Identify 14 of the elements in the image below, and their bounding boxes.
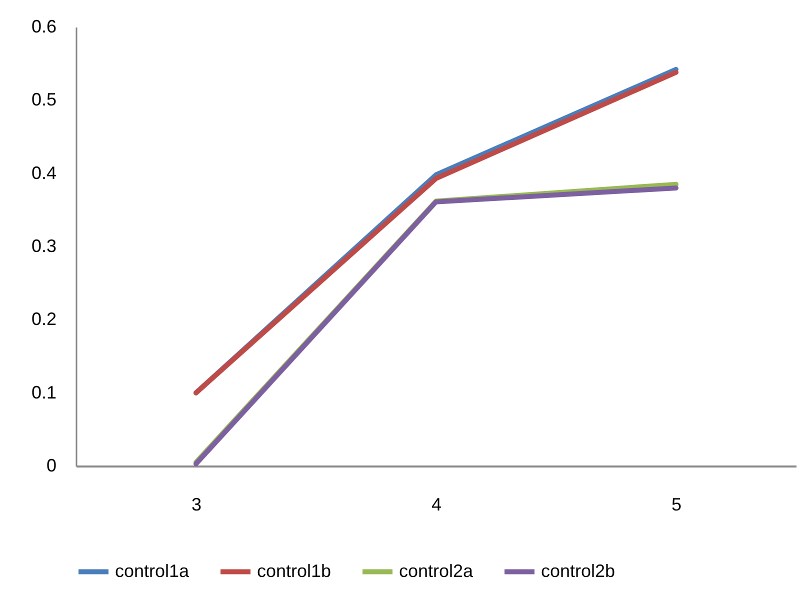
legend-label: control1b bbox=[257, 560, 332, 581]
y-tick-label: 0.4 bbox=[31, 162, 56, 183]
y-tick-label: 0 bbox=[46, 456, 56, 476]
y-tick-label: 0.2 bbox=[31, 309, 56, 330]
x-tick-label: 3 bbox=[191, 494, 202, 514]
x-tick-label: 4 bbox=[431, 494, 442, 514]
x-tick-label: 5 bbox=[671, 494, 682, 514]
y-tick-label: 0.1 bbox=[31, 382, 56, 402]
legend-label: control2a bbox=[399, 560, 474, 581]
y-tick-label: 0.6 bbox=[31, 16, 56, 36]
legend-label: control2b bbox=[541, 560, 616, 581]
y-tick-label: 0.5 bbox=[31, 90, 56, 110]
y-tick-label: 0.3 bbox=[31, 236, 56, 256]
legend-label: control1a bbox=[115, 560, 190, 581]
